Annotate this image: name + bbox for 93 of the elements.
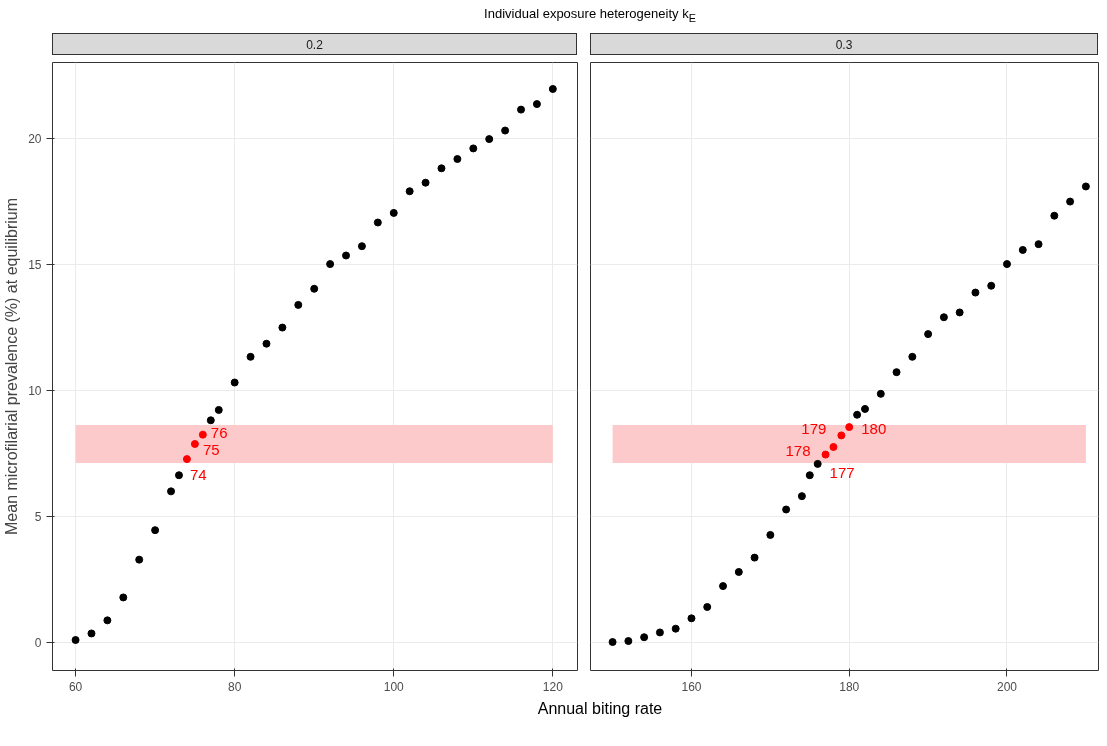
point — [548, 84, 557, 93]
point — [734, 567, 743, 576]
point — [813, 459, 822, 468]
point — [294, 300, 303, 309]
point — [532, 100, 541, 109]
point — [174, 471, 183, 480]
point — [405, 187, 414, 196]
point — [1003, 260, 1011, 269]
point — [955, 308, 964, 317]
point — [837, 431, 846, 440]
point — [1066, 197, 1075, 206]
point — [1081, 182, 1090, 191]
point — [469, 144, 478, 153]
chart-subtitle: 0.3 — [835, 37, 853, 54]
y-tick-label: 20 — [28, 131, 42, 146]
point — [190, 439, 199, 448]
point — [829, 443, 838, 451]
point — [182, 455, 191, 464]
point — [861, 404, 870, 413]
y-tick-label: 15 — [28, 257, 42, 272]
point — [655, 628, 664, 637]
y-tick-label: 0 — [34, 635, 42, 650]
annotation: 75 — [202, 440, 220, 458]
annotation: 177 — [829, 463, 855, 481]
point — [671, 624, 680, 633]
point — [437, 164, 446, 173]
point — [924, 330, 933, 339]
annotation: 179 — [801, 420, 827, 438]
point — [971, 288, 980, 297]
x-tick-label: 100 — [383, 679, 405, 694]
x-tick-label: 200 — [996, 679, 1018, 694]
point — [939, 313, 948, 322]
point — [845, 423, 854, 432]
point — [214, 405, 223, 414]
point — [71, 636, 80, 644]
point — [608, 638, 617, 647]
point — [421, 178, 430, 187]
point — [987, 281, 996, 290]
point — [389, 208, 398, 217]
point — [750, 553, 759, 562]
point — [342, 251, 351, 260]
annotation: 76 — [210, 423, 228, 441]
x-tick-label: 80 — [227, 679, 242, 694]
point — [135, 555, 144, 564]
point — [326, 260, 335, 269]
point — [1050, 211, 1059, 220]
y-axis-title: Mean microfilarial prevalence (%) at equilibrium — [3, 197, 21, 536]
point — [766, 530, 775, 539]
point — [119, 593, 128, 602]
point — [640, 633, 649, 642]
point — [230, 378, 239, 387]
point — [908, 352, 917, 361]
x-tick-label: 60 — [68, 679, 83, 694]
point — [703, 603, 712, 611]
point — [357, 242, 366, 251]
point — [103, 616, 112, 625]
point — [151, 526, 160, 535]
point — [805, 471, 814, 480]
point — [246, 352, 255, 361]
point — [167, 487, 176, 496]
point — [1034, 240, 1043, 249]
point — [198, 430, 207, 439]
point — [278, 323, 287, 332]
point — [373, 218, 382, 227]
annotation: 74 — [189, 466, 207, 484]
point — [624, 637, 633, 646]
x-tick-label: 180 — [839, 679, 860, 694]
chart-title: Individual exposure heterogeneity k$_{E}$ — [484, 5, 696, 26]
point — [782, 505, 791, 514]
point — [797, 492, 806, 501]
point — [310, 284, 319, 293]
annotation: 180 — [861, 420, 887, 438]
point — [453, 155, 462, 163]
point — [1018, 245, 1027, 254]
point — [501, 126, 510, 135]
x-tick-label: 120 — [542, 679, 564, 694]
point — [853, 410, 862, 419]
point — [719, 582, 728, 591]
point — [687, 614, 696, 623]
point — [485, 135, 494, 144]
point — [892, 368, 901, 377]
x-tick-label: 160 — [681, 679, 702, 694]
y-tick-label: 5 — [34, 509, 42, 524]
point — [206, 416, 215, 425]
annotation: 178 — [785, 442, 811, 459]
point — [876, 389, 885, 398]
point — [821, 450, 830, 459]
point — [262, 339, 271, 348]
x-axis-title: Annual biting rate — [537, 699, 663, 719]
chart-subtitle: 0.2 — [306, 37, 323, 54]
point — [517, 105, 526, 114]
y-tick-label: 10 — [28, 383, 42, 398]
point — [87, 629, 96, 638]
